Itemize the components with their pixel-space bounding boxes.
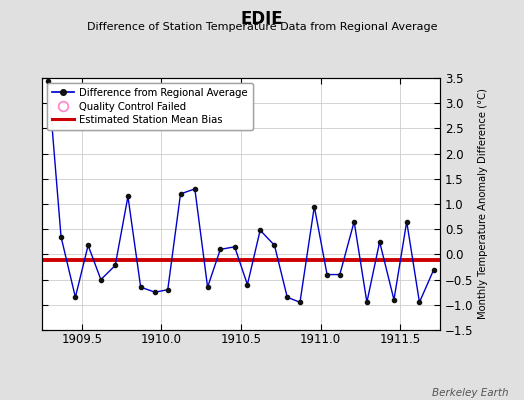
Y-axis label: Monthly Temperature Anomaly Difference (°C): Monthly Temperature Anomaly Difference (…	[478, 88, 488, 320]
Text: EDIE: EDIE	[241, 10, 283, 28]
Text: Difference of Station Temperature Data from Regional Average: Difference of Station Temperature Data f…	[87, 22, 437, 32]
Legend: Difference from Regional Average, Quality Control Failed, Estimated Station Mean: Difference from Regional Average, Qualit…	[47, 83, 253, 130]
Text: Berkeley Earth: Berkeley Earth	[432, 388, 508, 398]
